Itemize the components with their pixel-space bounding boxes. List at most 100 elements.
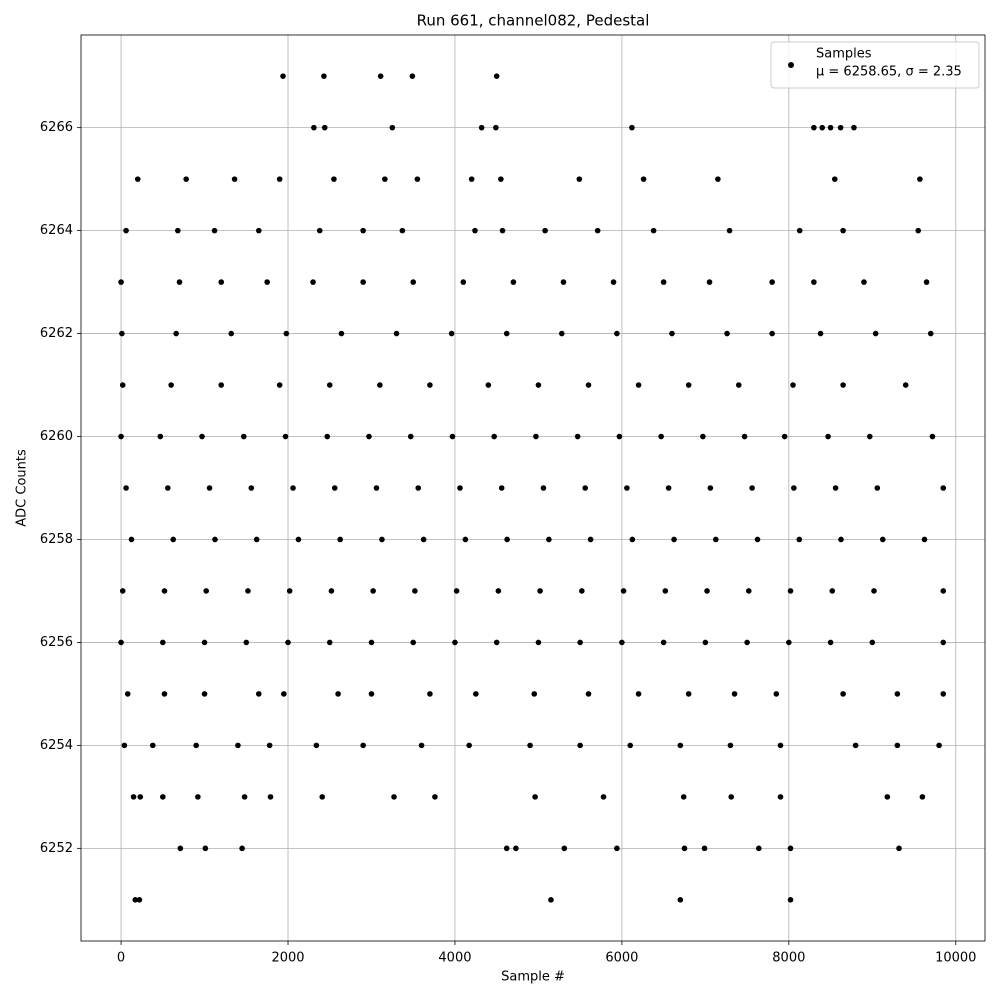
point [869, 639, 876, 646]
point [328, 588, 335, 594]
point [168, 382, 174, 388]
point [929, 433, 936, 440]
point [560, 279, 567, 285]
point [195, 794, 201, 800]
point [755, 845, 762, 852]
point [852, 742, 859, 749]
point [542, 227, 548, 234]
point [460, 279, 467, 285]
point [310, 279, 316, 285]
point [503, 330, 510, 337]
point [493, 73, 500, 79]
point [704, 588, 710, 594]
point [360, 227, 366, 234]
point [338, 330, 345, 337]
point [248, 485, 255, 491]
point [940, 639, 947, 646]
point [620, 588, 627, 594]
point [796, 227, 803, 234]
point [917, 176, 923, 182]
point [485, 382, 492, 388]
point [791, 485, 797, 491]
point [735, 382, 742, 388]
point [787, 588, 794, 594]
point [884, 794, 891, 800]
point [324, 433, 331, 440]
point [840, 227, 846, 234]
point [420, 536, 427, 543]
point [241, 794, 248, 800]
point [193, 742, 199, 749]
point [827, 639, 834, 646]
point [558, 330, 565, 337]
point [582, 485, 588, 491]
point [669, 330, 675, 337]
point [585, 691, 592, 697]
point [243, 639, 250, 646]
point [119, 382, 126, 388]
point [535, 382, 542, 388]
point [790, 382, 796, 388]
point [410, 279, 417, 285]
point [161, 588, 168, 594]
point [418, 742, 425, 749]
point [650, 227, 657, 234]
point [124, 691, 131, 697]
point [546, 536, 552, 543]
y-tick-label: 6262 [40, 326, 73, 341]
legend-box [770, 41, 980, 89]
point [660, 279, 667, 285]
point [662, 588, 669, 594]
point [264, 279, 270, 285]
point [462, 536, 469, 543]
point [561, 845, 568, 852]
point [769, 330, 775, 337]
point [319, 794, 326, 800]
point [427, 691, 433, 697]
point [136, 897, 143, 903]
point [629, 536, 636, 543]
point [548, 897, 554, 903]
point [457, 485, 463, 491]
point [777, 742, 784, 749]
point [449, 433, 456, 440]
point [370, 588, 376, 594]
point [635, 382, 642, 388]
point [707, 485, 714, 491]
point [685, 382, 692, 388]
point [409, 73, 416, 79]
point [407, 433, 414, 440]
x-tick-label: 4000 [438, 951, 471, 966]
point [915, 227, 922, 234]
point [335, 691, 341, 697]
point [681, 845, 688, 852]
point [574, 433, 581, 440]
point [290, 485, 296, 491]
point [786, 639, 792, 646]
x-tick-label: 8000 [772, 951, 805, 966]
legend-label: Samples [816, 47, 872, 62]
point [635, 691, 642, 697]
x-tick-label: 2000 [271, 951, 304, 966]
point [498, 176, 504, 182]
point [701, 845, 708, 852]
point [624, 485, 630, 491]
point [130, 794, 137, 800]
point [132, 897, 139, 903]
point [160, 639, 166, 646]
point [832, 485, 839, 491]
point [337, 536, 343, 543]
point [745, 588, 752, 594]
point [382, 176, 388, 182]
point [201, 639, 208, 646]
point [316, 227, 323, 234]
point [389, 124, 396, 131]
point [201, 691, 208, 697]
point [499, 227, 506, 234]
point [594, 227, 601, 234]
point [677, 897, 684, 903]
point [685, 691, 692, 697]
point [377, 382, 383, 388]
point [255, 227, 262, 234]
point [379, 536, 385, 543]
